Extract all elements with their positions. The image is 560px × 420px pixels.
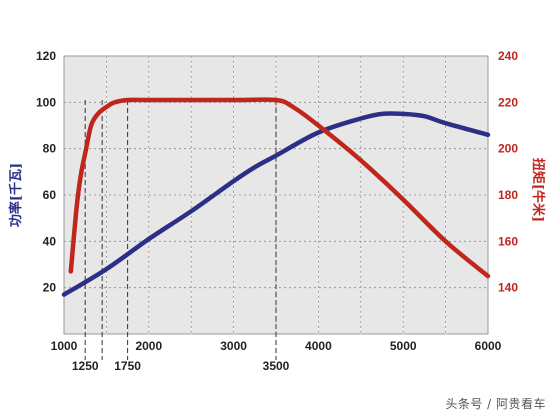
y-left-tick-label: 100 xyxy=(36,95,56,109)
y-left-tick-label: 120 xyxy=(36,49,56,63)
y-right-tick-label: 240 xyxy=(498,49,518,63)
y-right-tick-label: 180 xyxy=(498,188,518,202)
x-marker-label: 1750 xyxy=(114,359,141,373)
x-marker-labels: 1250 1750 3500 xyxy=(72,359,290,373)
x-tick-label: 3000 xyxy=(220,339,247,353)
power-curve xyxy=(61,111,491,297)
y-right-tick-label: 140 xyxy=(498,281,518,295)
x-marker-label: 1250 xyxy=(72,359,99,373)
y-left-tick-label: 40 xyxy=(43,234,57,248)
reference-lines xyxy=(84,100,277,360)
y-right-axis-title: 扭矩[牛米] xyxy=(530,158,546,222)
x-tick-label: 5000 xyxy=(390,339,417,353)
y-right-tick-label: 160 xyxy=(498,234,518,248)
y-left-tick-label: 20 xyxy=(43,281,57,295)
series-group xyxy=(61,97,491,297)
x-marker-label: 3500 xyxy=(263,359,290,373)
y-left-tick-label: 60 xyxy=(43,188,57,202)
y-right-tick-label: 200 xyxy=(498,142,518,156)
x-tick-label: 2000 xyxy=(135,339,162,353)
x-tick-label: 6000 xyxy=(475,339,502,353)
torque-curve xyxy=(68,97,491,279)
x-tick-label: 1000 xyxy=(51,339,78,353)
y-right-tick-labels: 140 160 180 200 220 240 xyxy=(498,49,518,295)
x-tick-label: 4000 xyxy=(305,339,332,353)
y-left-tick-label: 80 xyxy=(43,142,57,156)
watermark-text: 头条号 / 阿贵看车 xyxy=(445,397,546,411)
y-right-tick-label: 220 xyxy=(498,95,518,109)
x-tick-labels: 1000 2000 3000 4000 5000 6000 xyxy=(51,339,502,353)
y-left-axis-title: 功率[千瓦] xyxy=(8,163,24,227)
y-left-tick-labels: 20 40 60 80 100 120 xyxy=(36,49,56,295)
